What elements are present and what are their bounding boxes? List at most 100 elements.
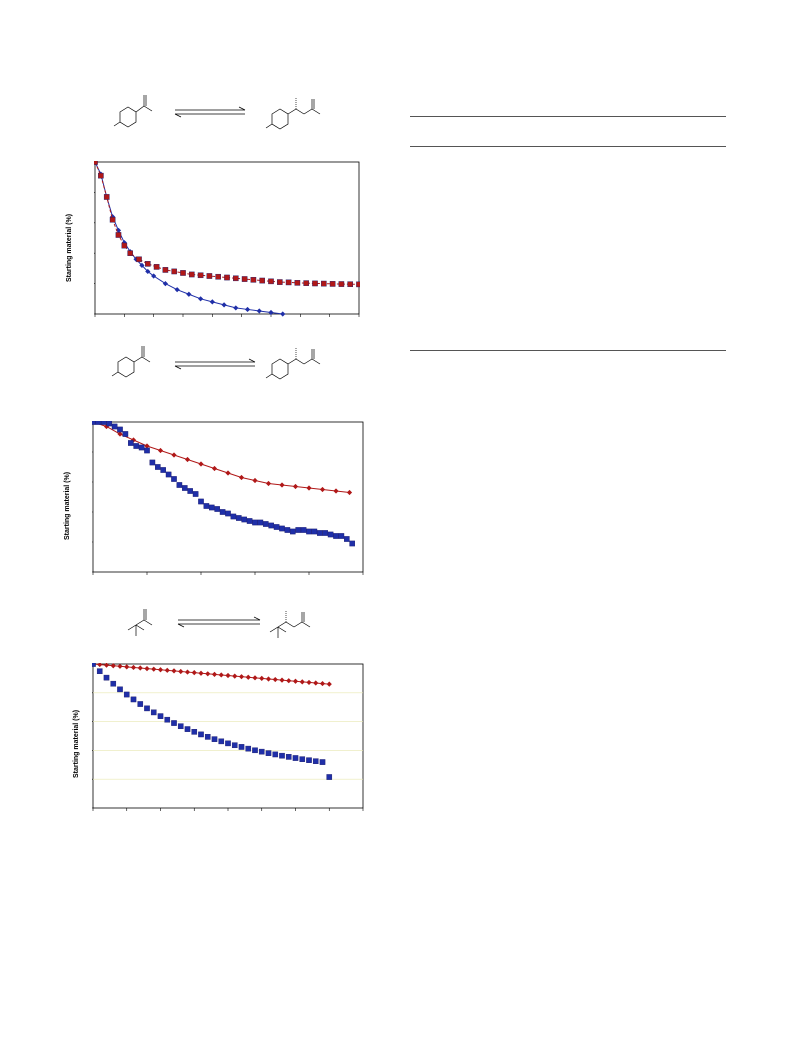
series-0-point (145, 268, 151, 275)
series-1-point (322, 530, 329, 536)
series-1-point (177, 723, 184, 730)
series-0-point (151, 273, 157, 279)
series-0-point (137, 665, 143, 671)
series-1-point (292, 755, 299, 761)
series-1-point (115, 232, 122, 238)
series-0-point (186, 291, 192, 297)
series-1-point (338, 281, 345, 287)
series-1-point (306, 528, 312, 535)
series-0-point (184, 669, 191, 675)
table-rule-header (410, 146, 726, 147)
series-1-point (149, 459, 156, 466)
series-0-point (110, 214, 116, 220)
series-0-point (326, 681, 332, 687)
series-0-point (178, 668, 184, 675)
series-0-point (198, 670, 204, 676)
series-1-point (197, 272, 204, 279)
chart-2 (92, 421, 364, 579)
table-rule-bottom (410, 350, 726, 351)
series-1-point (171, 720, 177, 726)
series-0-point (218, 672, 224, 678)
series-1-point (272, 751, 279, 758)
series-1-point (225, 740, 231, 747)
series-0-point (252, 675, 258, 681)
series-1-point (136, 256, 142, 263)
series-0-point (286, 678, 292, 684)
series-1-point (188, 271, 195, 278)
series-0-point (103, 423, 110, 430)
series-1-point (262, 521, 269, 527)
series-1-point (145, 261, 151, 267)
series-0-point (306, 485, 312, 491)
series-1-point (311, 528, 318, 535)
series-1-point (117, 426, 123, 433)
series-0-point (130, 664, 137, 671)
series-1-point (162, 267, 169, 273)
chart-1-plot (94, 161, 360, 317)
series-0-point (144, 666, 150, 672)
series-1-point (138, 444, 145, 451)
series-1-point (285, 754, 292, 760)
series-1-point (208, 504, 215, 511)
series-1-point (300, 527, 307, 533)
series-1-point (181, 485, 188, 491)
series-0-point (279, 677, 285, 683)
series-1-point (268, 522, 275, 529)
series-1-point (117, 686, 123, 693)
series-1-point (100, 421, 107, 425)
series-0-point (238, 474, 245, 481)
series-0-point (292, 678, 299, 684)
series-1-point (137, 701, 144, 707)
series-1-point (218, 738, 225, 745)
series-1-point (176, 482, 183, 488)
chart-2-plot (92, 421, 364, 575)
series-1-point (203, 503, 210, 509)
series-0-point (144, 443, 150, 449)
chart-1 (94, 161, 360, 321)
series-1-point (165, 471, 172, 478)
series-1-point (252, 519, 258, 526)
series-0-point (209, 299, 215, 305)
reaction-scheme-2 (111, 346, 321, 380)
series-1-point (295, 527, 302, 533)
series-0-point (299, 679, 305, 685)
series-0-point (319, 680, 326, 687)
series-1-point (252, 747, 258, 754)
series-1-point (164, 716, 171, 723)
series-0-point (171, 452, 177, 458)
series-0-point (198, 461, 204, 467)
series-1-point (92, 663, 96, 667)
series-1-point (306, 757, 312, 763)
series-0-point (244, 306, 251, 313)
series-1-point (238, 744, 245, 750)
series-1-point (273, 524, 280, 530)
series-0-point (164, 667, 170, 673)
series-0-point (245, 674, 251, 680)
series-1-point (241, 276, 248, 282)
series-0-point (115, 227, 122, 233)
series-1-point (235, 515, 242, 521)
table-rule-top (410, 116, 726, 117)
series-0-point (319, 486, 326, 493)
series-1-point (171, 476, 177, 482)
series-1-point (128, 440, 134, 446)
series-0-point (151, 666, 157, 672)
series-1-point (130, 696, 137, 703)
series-1-point (111, 423, 118, 430)
series-1-point (192, 491, 199, 497)
series-1-point (268, 278, 274, 285)
series-1-point (103, 194, 110, 200)
reaction-scheme-3 (127, 609, 311, 638)
series-0-line (92, 421, 350, 493)
series-0-point (198, 296, 204, 302)
series-1-line (94, 161, 360, 285)
series-1-point (122, 431, 129, 437)
series-1-point (206, 273, 213, 279)
series-1-point (246, 518, 253, 524)
series-1-point (180, 270, 186, 276)
series-0-point (130, 437, 137, 443)
chart-3-plot (92, 663, 364, 811)
series-1-point (155, 464, 161, 470)
series-1-point (356, 281, 360, 288)
series-0-point (211, 465, 218, 472)
